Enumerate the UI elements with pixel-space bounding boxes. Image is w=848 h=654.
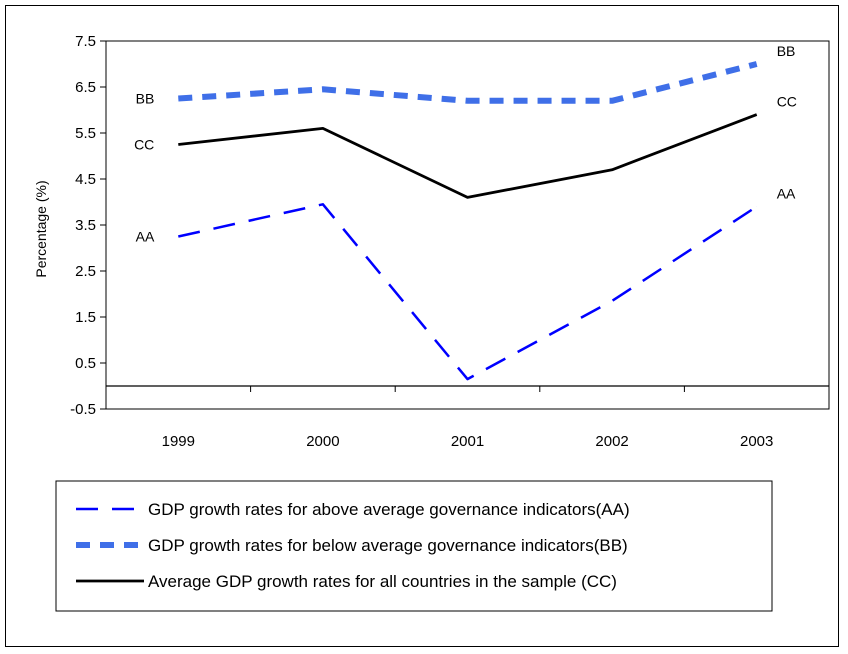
series-line-cc [178, 113, 758, 199]
y-tick-label: 2.5 [75, 263, 96, 280]
series-end-label-aa: AA [777, 186, 796, 202]
plot-area: 7.5 6.5 5.5 4.5 3.5 2.5 1.5 0.5 -0.5 1999 2000 2001… [70, 33, 830, 450]
y-tick-label: 1.5 [75, 309, 96, 326]
series-end-label-bb: BB [777, 43, 796, 59]
x-tick-label: 2001 [451, 433, 484, 450]
series-start-label-aa: AA [136, 229, 155, 245]
legend: GDP growth rates for above average gover… [55, 480, 773, 612]
series-start-label-bb: BB [136, 91, 155, 107]
chart-frame: 7.5 6.5 5.5 4.5 3.5 2.5 1.5 0.5 -0.5 1999 2000 2001… [5, 5, 839, 647]
line-chart: 7.5 6.5 5.5 4.5 3.5 2.5 1.5 0.5 -0.5 1999 2000 2001… [33, 33, 830, 612]
x-tick-label: 2002 [595, 433, 628, 450]
series-start-label-cc: CC [134, 137, 154, 153]
x-tick-label: 1999 [162, 433, 195, 450]
y-tick-label: 5.5 [75, 125, 96, 142]
y-tick-label: 0.5 [75, 355, 96, 372]
legend-label-bb: GDP growth rates for below average gover… [148, 536, 628, 555]
series-line-aa [178, 203, 758, 381]
legend-label-cc: Average GDP growth rates for all countri… [148, 572, 617, 591]
y-tick-label: 6.5 [75, 79, 96, 96]
y-tick-label: 7.5 [75, 33, 96, 50]
y-axis-label: Percentage (%) [33, 180, 49, 277]
x-tick-label: 2000 [306, 433, 339, 450]
series-end-label-cc: CC [777, 94, 797, 110]
y-tick-label: 3.5 [75, 217, 96, 234]
y-tick-label: -0.5 [70, 401, 96, 418]
legend-label-aa: GDP growth rates for above average gover… [148, 500, 630, 519]
x-tick-label: 2003 [740, 433, 773, 450]
y-tick-label: 4.5 [75, 171, 96, 188]
legend-box [55, 480, 773, 612]
series-line-bb [178, 61, 758, 104]
